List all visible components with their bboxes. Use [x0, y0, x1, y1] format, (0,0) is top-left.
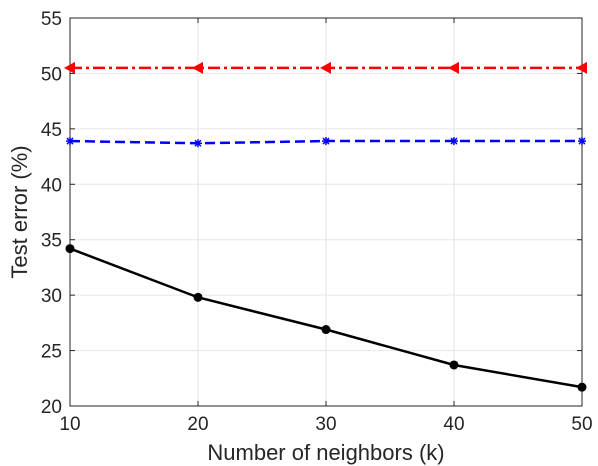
axis-ticks: [69, 17, 583, 407]
data-point: [322, 137, 330, 146]
data-point: [193, 292, 203, 302]
y-tick-label: 25: [41, 342, 62, 363]
x-tick-label: 30: [315, 414, 336, 435]
data-point: [65, 244, 75, 254]
series-3: [65, 244, 587, 392]
data-point: [64, 61, 75, 74]
y-tick-label: 30: [41, 286, 62, 307]
data-point: [321, 325, 331, 335]
y-tick-label: 40: [41, 175, 62, 196]
data-point: [194, 139, 202, 148]
data-point: [320, 61, 331, 74]
series-layer: [64, 61, 587, 392]
x-tick-label: 50: [571, 414, 592, 435]
data-point: [450, 137, 458, 146]
y-tick-label: 50: [41, 64, 62, 85]
data-point: [577, 382, 587, 392]
x-tick-label: 10: [59, 414, 80, 435]
y-tick-label: 35: [41, 231, 62, 252]
data-point: [449, 360, 459, 370]
x-axis-title: Number of neighbors (k): [207, 440, 444, 465]
y-axis-title: Test error (%): [7, 145, 32, 278]
x-tick-label: 20: [187, 414, 208, 435]
data-point: [578, 137, 586, 146]
y-tick-label: 20: [41, 397, 62, 418]
data-point: [448, 61, 459, 74]
y-tick-label: 45: [41, 120, 62, 141]
data-point: [576, 61, 587, 74]
data-point: [192, 61, 203, 74]
series-2: [66, 137, 586, 148]
x-tick-label: 40: [443, 414, 464, 435]
y-tick-label: 55: [41, 9, 62, 30]
grid-lines: [69, 17, 583, 407]
series-1: [64, 61, 587, 74]
data-point: [66, 137, 74, 146]
